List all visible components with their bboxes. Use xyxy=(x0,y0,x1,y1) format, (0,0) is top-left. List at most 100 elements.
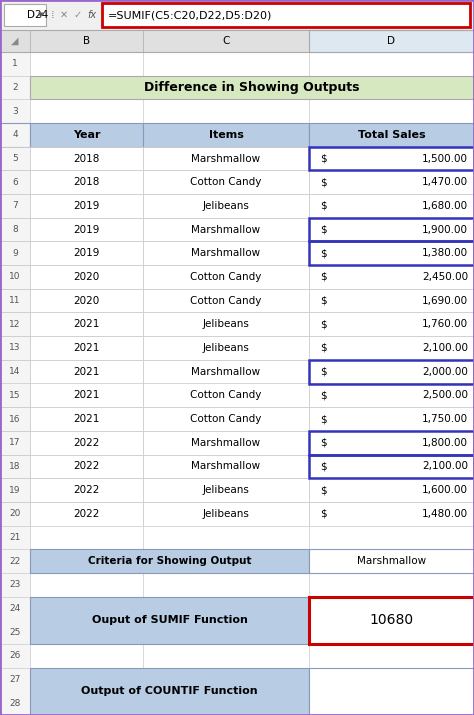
Text: Marshmallow: Marshmallow xyxy=(191,225,261,235)
Bar xyxy=(30,147,143,170)
Text: 1,680.00: 1,680.00 xyxy=(422,201,468,211)
Text: 1,480.00: 1,480.00 xyxy=(422,509,468,518)
Text: Jelibeans: Jelibeans xyxy=(202,509,249,518)
Bar xyxy=(30,52,143,76)
Bar xyxy=(309,596,474,644)
Bar xyxy=(309,526,474,549)
Bar xyxy=(0,147,30,170)
Text: 2021: 2021 xyxy=(73,390,100,400)
Text: 2,500.00: 2,500.00 xyxy=(422,390,468,400)
Text: Cotton Candy: Cotton Candy xyxy=(191,272,262,282)
Bar xyxy=(30,573,143,596)
Bar xyxy=(30,526,143,549)
Bar xyxy=(309,123,474,147)
Bar xyxy=(309,242,474,265)
Text: 11: 11 xyxy=(9,296,21,305)
Text: 6: 6 xyxy=(12,178,18,187)
Bar xyxy=(143,455,309,478)
Text: 2,100.00: 2,100.00 xyxy=(422,461,468,471)
Bar xyxy=(30,549,309,573)
Text: 2021: 2021 xyxy=(73,343,100,353)
Text: 24: 24 xyxy=(9,604,21,613)
Text: 2019: 2019 xyxy=(73,225,100,235)
Text: $: $ xyxy=(319,343,326,353)
Bar xyxy=(143,242,309,265)
Text: Criteria for Showing Output: Criteria for Showing Output xyxy=(88,556,251,566)
Text: 1,470.00: 1,470.00 xyxy=(422,177,468,187)
Bar xyxy=(309,549,474,573)
Bar xyxy=(0,407,30,431)
Bar xyxy=(309,407,474,431)
Bar xyxy=(309,218,474,242)
Text: Cotton Candy: Cotton Candy xyxy=(191,295,262,305)
Text: B: B xyxy=(83,36,90,46)
Text: Cotton Candy: Cotton Candy xyxy=(191,414,262,424)
Bar xyxy=(30,549,143,573)
Bar xyxy=(143,76,309,99)
Bar xyxy=(309,360,474,383)
Bar xyxy=(0,99,30,123)
Bar xyxy=(143,502,309,526)
Text: Marshmallow: Marshmallow xyxy=(357,556,426,566)
Text: Jelibeans: Jelibeans xyxy=(202,201,249,211)
Text: 27: 27 xyxy=(9,675,21,684)
Bar xyxy=(309,336,474,360)
Bar xyxy=(30,76,474,99)
Bar xyxy=(309,147,474,170)
Text: 10: 10 xyxy=(9,272,21,282)
Text: 1,600.00: 1,600.00 xyxy=(422,485,468,495)
Bar xyxy=(0,265,30,289)
Text: 2,000.00: 2,000.00 xyxy=(422,367,468,377)
Text: 1,750.00: 1,750.00 xyxy=(422,414,468,424)
Text: $: $ xyxy=(319,320,326,330)
Text: 2020: 2020 xyxy=(73,295,100,305)
Text: 2019: 2019 xyxy=(73,201,100,211)
Bar xyxy=(30,478,143,502)
Bar xyxy=(143,336,309,360)
Text: Cotton Candy: Cotton Candy xyxy=(191,390,262,400)
Bar xyxy=(0,596,30,644)
Bar xyxy=(0,383,30,407)
Bar xyxy=(30,431,143,455)
Text: 23: 23 xyxy=(9,581,21,589)
Text: 2: 2 xyxy=(12,83,18,92)
Text: ◢: ◢ xyxy=(11,36,19,46)
Bar xyxy=(143,265,309,289)
Bar xyxy=(309,147,474,170)
Bar xyxy=(309,99,474,123)
Text: Output of COUNTIF Function: Output of COUNTIF Function xyxy=(81,686,258,696)
Bar xyxy=(0,431,30,455)
Bar xyxy=(0,194,30,218)
Text: C: C xyxy=(222,36,230,46)
Bar xyxy=(30,123,143,147)
Bar xyxy=(309,573,474,596)
Text: 1,380.00: 1,380.00 xyxy=(422,248,468,258)
Text: Marshmallow: Marshmallow xyxy=(191,154,261,164)
Bar xyxy=(309,242,474,265)
Text: 14: 14 xyxy=(9,368,21,376)
Bar xyxy=(0,218,30,242)
Bar xyxy=(143,573,309,596)
Bar xyxy=(309,478,474,502)
Bar xyxy=(143,289,309,312)
Text: $: $ xyxy=(319,272,326,282)
Bar xyxy=(30,502,143,526)
Text: 13: 13 xyxy=(9,343,21,352)
Text: ✕: ✕ xyxy=(60,10,68,20)
Text: 2022: 2022 xyxy=(73,485,100,495)
Bar xyxy=(309,549,474,573)
Text: 2022: 2022 xyxy=(73,509,100,518)
Bar xyxy=(30,668,309,715)
Bar xyxy=(30,455,143,478)
Bar xyxy=(0,123,30,147)
Bar xyxy=(0,668,30,715)
Text: $: $ xyxy=(319,485,326,495)
Bar xyxy=(143,407,309,431)
Bar xyxy=(102,3,470,27)
Bar xyxy=(30,194,143,218)
Bar xyxy=(0,455,30,478)
Text: 2022: 2022 xyxy=(73,438,100,448)
Text: $: $ xyxy=(319,461,326,471)
Bar xyxy=(309,265,474,289)
Bar xyxy=(0,170,30,194)
